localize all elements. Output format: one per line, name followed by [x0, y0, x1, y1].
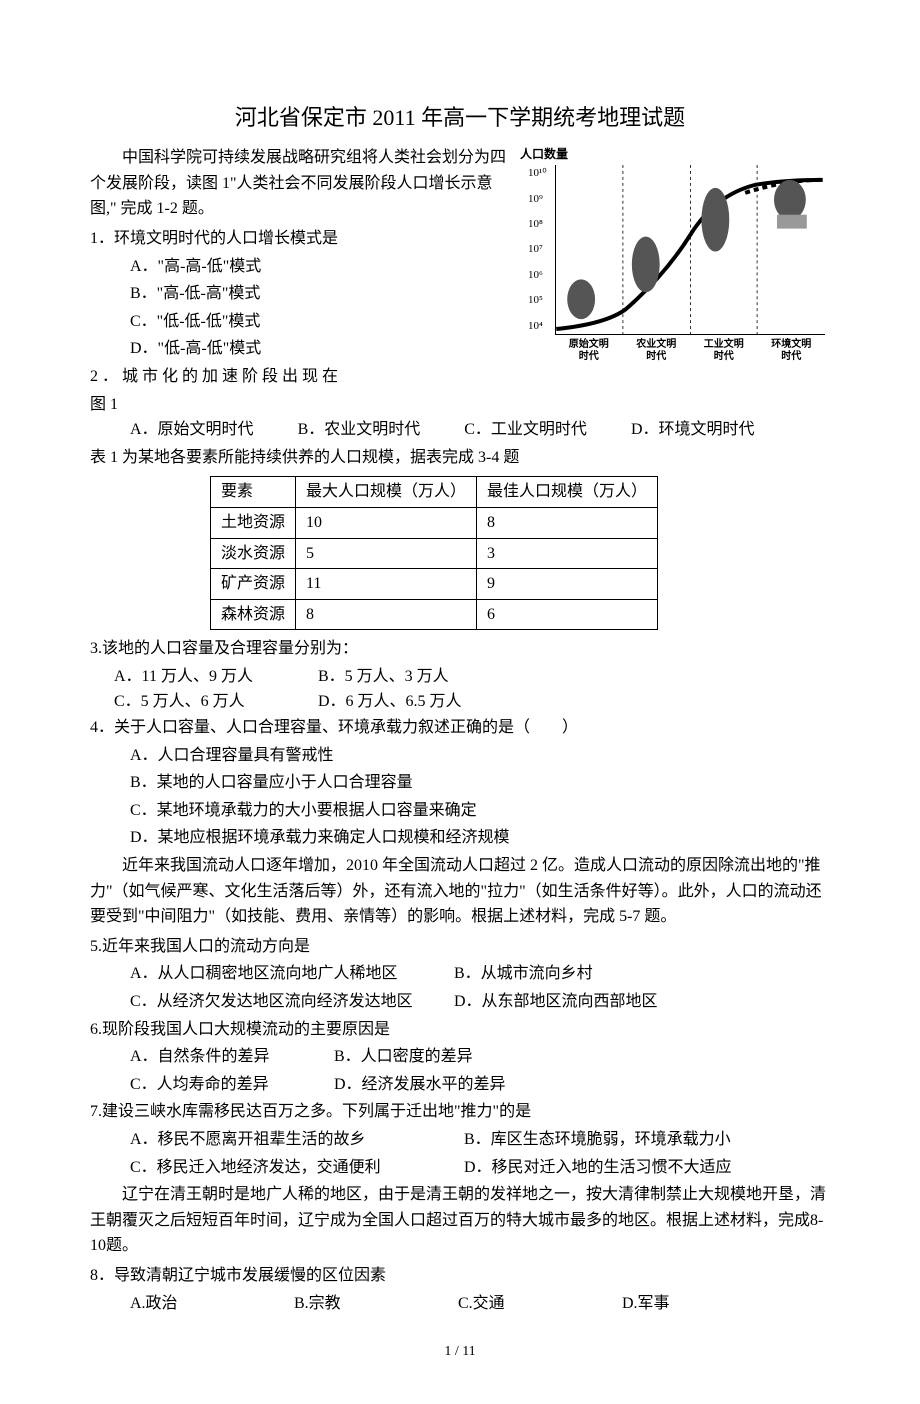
q6-option-c: C．人均寿命的差异 — [130, 1072, 330, 1098]
era-label: 原始文明时代 — [555, 336, 623, 365]
ytick: 10⁷ — [528, 241, 547, 259]
q5-option-a: A．从人口稠密地区流向地广人稀地区 — [130, 961, 450, 987]
q2-option-d: D．环境文明时代 — [631, 417, 755, 443]
figure-1-caption: 图 1 — [90, 392, 830, 418]
q7-option-c: C．移民迁入地经济发达，交通便利 — [130, 1155, 460, 1181]
table-row: 矿产资源 11 9 — [211, 569, 658, 600]
table-cell: 土地资源 — [211, 507, 296, 538]
q6-option-b: B．人口密度的差异 — [334, 1048, 473, 1065]
era-label: 环境文明时代 — [758, 336, 826, 365]
table-header: 最大人口规模（万人） — [296, 477, 477, 508]
table-cell: 8 — [296, 599, 477, 630]
ytick: 10¹⁰ — [528, 165, 547, 183]
chart-plot-area — [555, 165, 825, 335]
q7-stem: 7.建设三峡水库需移民达百万之多。下列属于迁出地"推力"的是 — [90, 1099, 830, 1125]
q8-stem: 8．导致清朝辽宁城市发展缓慢的区位因素 — [90, 1263, 830, 1289]
population-curve — [556, 165, 825, 334]
q3-option-d: D．6 万人、6.5 万人 — [318, 689, 462, 715]
q4-option-a: A．人口合理容量具有警戒性 — [90, 743, 830, 769]
table-row: 淡水资源 5 3 — [211, 538, 658, 569]
table-cell: 9 — [477, 569, 658, 600]
q4-option-c: C．某地环境承载力的大小要根据人口容量来确定 — [90, 798, 830, 824]
era-label: 农业文明时代 — [623, 336, 691, 365]
table-header: 最佳人口规模（万人） — [477, 477, 658, 508]
q5-option-d: D．从东部地区流向西部地区 — [454, 989, 774, 1015]
table-intro: 表 1 为某地各要素所能持续供养的人口规模，据表完成 3-4 题 — [90, 445, 830, 471]
q5-stem: 5.近年来我国人口的流动方向是 — [90, 934, 830, 960]
chart-x-labels: 原始文明时代 农业文明时代 工业文明时代 环境文明时代 — [555, 336, 825, 365]
q8-option-d: D.军事 — [622, 1291, 782, 1317]
q6-option-a: A．自然条件的差异 — [130, 1044, 330, 1070]
intro-paragraph-5: 近年来我国流动人口逐年增加，2010 年全国流动人口超过 2 亿。造成人口流动的… — [90, 853, 830, 930]
q5-option-b: B．从城市流向乡村 — [454, 961, 774, 987]
table-row: 森林资源 8 6 — [211, 599, 658, 630]
q8-option-c: C.交通 — [458, 1291, 618, 1317]
q3-stem: 3.该地的人口容量及合理容量分别为： — [90, 636, 830, 662]
chart-y-ticks: 10¹⁰ 10⁹ 10⁸ 10⁷ 10⁶ 10⁵ 10⁴ — [528, 165, 547, 335]
q4-stem: 4．关于人口容量、人口合理容量、环境承载力叙述正确的是（ ） — [90, 715, 830, 741]
table-header-row: 要素 最大人口规模（万人） 最佳人口规模（万人） — [211, 477, 658, 508]
ytick: 10⁹ — [528, 191, 547, 209]
era-label: 工业文明时代 — [690, 336, 758, 365]
ytick: 10⁶ — [528, 267, 547, 285]
q3-option-c: C．5 万人、6 万人 — [114, 689, 314, 715]
resource-table: 要素 最大人口规模（万人） 最佳人口规模（万人） 土地资源 10 8 淡水资源 … — [210, 476, 658, 630]
table-cell: 矿产资源 — [211, 569, 296, 600]
q7-option-b: B．库区生态环境脆弱，环境承载力小 — [464, 1131, 731, 1148]
table-cell: 11 — [296, 569, 477, 600]
q5-option-c: C．从经济欠发达地区流向经济发达地区 — [130, 989, 450, 1015]
q4-option-d: D．某地应根据环境承载力来确定人口规模和经济规模 — [90, 825, 830, 851]
q6-option-d: D．经济发展水平的差异 — [334, 1076, 506, 1093]
q2-option-c: C．工业文明时代 — [464, 417, 587, 443]
q8-option-a: A.政治 — [130, 1291, 290, 1317]
table-cell: 8 — [477, 507, 658, 538]
table-cell: 6 — [477, 599, 658, 630]
q3-option-a: A．11 万人、9 万人 — [114, 664, 314, 690]
chart-y-label: 人口数量 — [520, 145, 568, 164]
page-title: 河北省保定市 2011 年高一下学期统考地理试题 — [90, 100, 830, 135]
table-cell: 5 — [296, 538, 477, 569]
q7-option-d: D．移民对迁入地的生活习惯不大适应 — [464, 1159, 732, 1176]
human-silhouettes — [567, 180, 807, 319]
page-number: 1 / 11 — [90, 1341, 830, 1363]
q4-option-b: B．某地的人口容量应小于人口合理容量 — [90, 770, 830, 796]
ytick: 10⁵ — [528, 292, 547, 310]
table-cell: 3 — [477, 538, 658, 569]
table-cell: 淡水资源 — [211, 538, 296, 569]
table-header: 要素 — [211, 477, 296, 508]
q2-stem: 2 ． 城 市 化 的 加 速 阶 段 出 现 在 — [90, 364, 830, 390]
q2-options: A．原始文明时代 B．农业文明时代 C．工业文明时代 D．环境文明时代 — [90, 417, 830, 443]
ytick: 10⁴ — [528, 318, 547, 336]
table-cell: 森林资源 — [211, 599, 296, 630]
figure-1: 人口数量 10¹⁰ 10⁹ 10⁸ 10⁷ 10⁶ 10⁵ 10⁴ — [520, 145, 830, 365]
intro-paragraph-8: 辽宁在清王朝时是地广人稀的地区，由于是清王朝的发祥地之一，按大清律制禁止大规模地… — [90, 1182, 830, 1259]
q8-option-b: B.宗教 — [294, 1291, 454, 1317]
ytick: 10⁸ — [528, 216, 547, 234]
table-cell: 10 — [296, 507, 477, 538]
q7-option-a: A．移民不愿离开祖辈生活的故乡 — [130, 1127, 460, 1153]
q3-option-b: B．5 万人、3 万人 — [318, 664, 449, 690]
q2-option-a: A．原始文明时代 — [130, 417, 254, 443]
table-row: 土地资源 10 8 — [211, 507, 658, 538]
q2-option-b: B．农业文明时代 — [298, 417, 421, 443]
q6-stem: 6.现阶段我国人口大规模流动的主要原因是 — [90, 1017, 830, 1043]
